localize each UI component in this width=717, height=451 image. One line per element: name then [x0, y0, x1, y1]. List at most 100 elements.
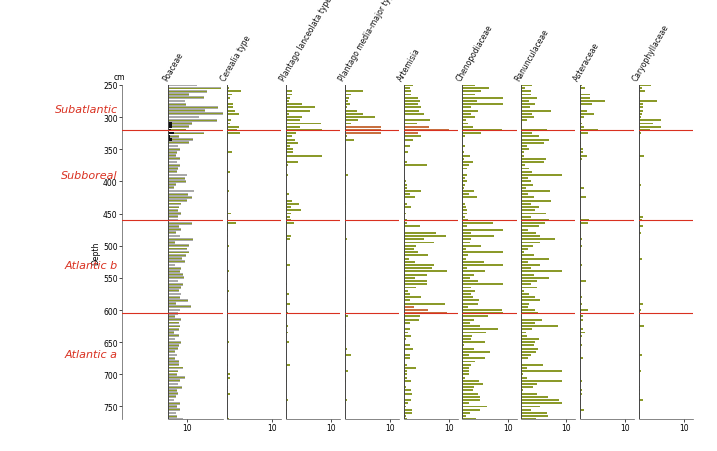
Bar [345, 316, 348, 318]
Bar [462, 412, 470, 414]
Bar [168, 406, 177, 407]
Bar [462, 383, 483, 385]
Bar [168, 174, 187, 177]
Bar [286, 203, 298, 205]
Bar [462, 358, 485, 359]
Bar [404, 293, 410, 295]
Bar [580, 319, 584, 321]
Bar [168, 374, 176, 375]
Bar [404, 358, 409, 359]
Bar [521, 264, 541, 267]
Bar [521, 281, 537, 282]
Bar [639, 242, 640, 244]
Bar [168, 396, 176, 398]
Bar [168, 107, 218, 110]
Bar [286, 213, 291, 215]
Bar [521, 271, 562, 273]
Bar [404, 367, 417, 369]
Bar [286, 235, 291, 238]
Bar [580, 94, 590, 96]
Bar [168, 268, 181, 269]
Bar [345, 203, 346, 205]
Bar [639, 220, 642, 221]
Bar [521, 380, 562, 382]
Bar [462, 117, 475, 119]
Bar [168, 261, 185, 263]
Bar [404, 277, 415, 279]
Bar [286, 120, 300, 122]
Bar [168, 190, 194, 193]
Bar [168, 364, 179, 365]
Bar [521, 107, 530, 109]
Bar [462, 85, 475, 87]
Bar [168, 169, 179, 170]
Bar [286, 143, 298, 144]
Bar [462, 313, 503, 314]
Bar [168, 355, 177, 356]
Bar [462, 409, 480, 411]
Bar [345, 354, 351, 356]
Bar [168, 396, 176, 397]
Bar [168, 331, 174, 334]
Bar [639, 114, 642, 115]
Bar [462, 296, 473, 299]
Bar [404, 245, 417, 247]
Bar [521, 101, 529, 103]
Bar [168, 312, 178, 315]
Bar [462, 373, 470, 376]
Bar [168, 275, 183, 276]
Bar [580, 143, 581, 144]
Bar [521, 216, 531, 218]
Text: Subboreal: Subboreal [62, 170, 118, 180]
Bar [404, 162, 407, 164]
Bar [521, 226, 539, 228]
Bar [168, 307, 191, 308]
Bar [462, 239, 471, 241]
Bar [168, 342, 181, 343]
Bar [462, 415, 466, 417]
Bar [462, 162, 473, 164]
Bar [168, 104, 186, 106]
Bar [168, 300, 188, 301]
Bar [227, 120, 232, 122]
Bar [168, 188, 174, 189]
Bar [404, 373, 407, 376]
Bar [168, 315, 175, 318]
Bar [168, 117, 199, 118]
Bar [404, 110, 419, 112]
Bar [168, 264, 176, 267]
Bar [168, 373, 176, 376]
Bar [580, 155, 587, 157]
Bar [639, 104, 642, 106]
Text: Chenopodiaceae: Chenopodiaceae [455, 23, 494, 83]
Bar [168, 94, 189, 97]
Bar [345, 139, 354, 141]
Bar [168, 165, 179, 167]
Bar [462, 245, 482, 247]
Bar [462, 300, 479, 302]
Bar [404, 258, 409, 260]
Bar [168, 120, 217, 122]
Bar [521, 213, 546, 215]
Bar [345, 149, 346, 151]
Bar [286, 364, 290, 366]
Bar [462, 351, 490, 353]
Bar [521, 412, 547, 414]
Bar [404, 165, 427, 167]
Bar [168, 168, 179, 170]
Bar [168, 232, 176, 235]
Bar [168, 184, 176, 187]
Bar [168, 98, 204, 99]
Bar [345, 370, 348, 372]
Bar [168, 361, 179, 362]
Bar [639, 216, 642, 218]
Bar [168, 140, 193, 141]
Bar [286, 155, 322, 157]
Bar [521, 399, 559, 401]
Bar [286, 341, 288, 343]
Bar [404, 181, 407, 183]
Bar [168, 243, 175, 244]
Bar [168, 139, 172, 142]
Bar [168, 136, 179, 138]
Bar [168, 354, 177, 357]
